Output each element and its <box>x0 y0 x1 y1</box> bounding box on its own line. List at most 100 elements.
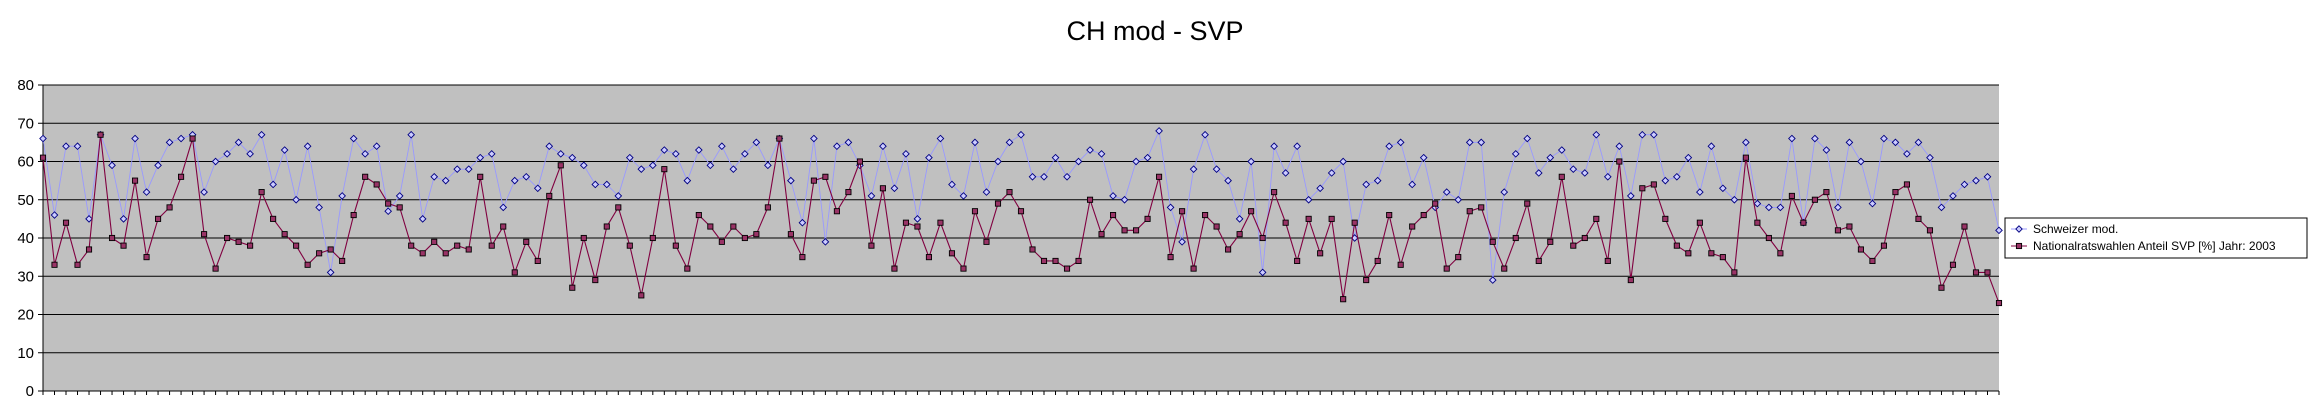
data-point-svp-2003 <box>1386 211 1393 219</box>
data-point-schweizer-mod <box>729 165 738 173</box>
data-point-schweizer-mod <box>326 268 335 277</box>
data-point-schweizer-mod <box>591 180 600 189</box>
data-point-schweizer-mod <box>533 184 542 193</box>
data-point-svp-2003 <box>1086 196 1094 203</box>
data-point-schweizer-mod <box>39 134 47 143</box>
data-point-svp-2003 <box>1282 219 1289 226</box>
data-point-svp-2003 <box>879 185 886 192</box>
data-point-schweizer-mod <box>1949 192 1957 200</box>
data-point-svp-2003 <box>224 234 231 242</box>
data-point-schweizer-mod <box>1684 153 1693 162</box>
data-point-schweizer-mod <box>1891 138 1900 147</box>
data-point-schweizer-mod <box>1937 203 1946 212</box>
data-point-svp-2003 <box>764 204 771 211</box>
data-point-schweizer-mod <box>1028 172 1037 181</box>
data-point-svp-2003 <box>1340 296 1347 303</box>
data-point-schweizer-mod <box>1960 180 1969 189</box>
data-point-schweizer-mod <box>1511 150 1520 158</box>
data-point-svp-2003 <box>281 231 288 238</box>
data-point-svp-2003 <box>1063 265 1071 272</box>
data-point-schweizer-mod <box>1488 276 1497 284</box>
y-tick-label: 0 <box>26 383 34 400</box>
data-point-svp-2003 <box>362 173 369 180</box>
data-point-schweizer-mod <box>879 142 887 151</box>
data-point-svp-2003 <box>1926 227 1934 234</box>
data-point-schweizer-mod <box>1419 153 1428 162</box>
data-point-svp-2003 <box>1409 223 1416 230</box>
data-point-svp-2003 <box>1961 223 1968 230</box>
data-point-svp-2003 <box>442 250 449 257</box>
data-point-schweizer-mod <box>1868 199 1877 208</box>
data-point-svp-2003 <box>1156 173 1163 180</box>
data-point-schweizer-mod <box>1235 215 1244 223</box>
data-point-schweizer-mod <box>683 176 692 185</box>
data-point-svp-2003 <box>787 231 794 238</box>
data-point-schweizer-mod <box>671 150 680 158</box>
data-point-svp-2003 <box>39 154 47 161</box>
data-point-schweizer-mod <box>1201 130 1209 139</box>
data-point-schweizer-mod <box>1442 188 1451 196</box>
data-point-schweizer-mod <box>177 134 185 143</box>
data-point-schweizer-mod <box>1339 157 1348 166</box>
data-point-schweizer-mod <box>292 195 300 204</box>
data-point-svp-2003 <box>741 234 748 242</box>
data-point-svp-2003 <box>1052 257 1059 265</box>
data-point-schweizer-mod <box>1638 130 1647 139</box>
data-point-schweizer-mod <box>1914 138 1923 147</box>
data-point-svp-2003 <box>1892 189 1899 196</box>
data-point-svp-2003 <box>534 257 541 265</box>
data-point-svp-2003 <box>1443 265 1450 272</box>
data-point-svp-2003 <box>810 177 817 184</box>
data-point-svp-2003 <box>1685 250 1692 257</box>
data-point-svp-2003 <box>419 250 426 257</box>
data-point-svp-2003 <box>1903 181 1911 188</box>
data-point-svp-2003 <box>649 234 656 242</box>
data-point-schweizer-mod <box>1212 165 1221 173</box>
data-point-svp-2003 <box>178 173 185 180</box>
data-point-svp-2003 <box>1604 257 1611 265</box>
data-point-svp-2003 <box>1420 211 1427 219</box>
data-point-svp-2003 <box>143 254 150 261</box>
data-point-svp-2003 <box>856 158 863 165</box>
data-point-schweizer-mod <box>602 180 611 189</box>
data-point-svp-2003 <box>1984 269 1991 276</box>
data-point-svp-2003 <box>833 208 840 215</box>
data-point-svp-2003 <box>718 238 725 245</box>
data-point-svp-2003 <box>557 162 564 169</box>
data-point-schweizer-mod <box>510 176 519 185</box>
data-point-svp-2003 <box>1788 192 1795 199</box>
data-point-svp-2003 <box>1455 254 1462 261</box>
data-point-schweizer-mod <box>579 161 588 170</box>
data-point-svp-2003 <box>1650 181 1657 188</box>
chart-title: CH mod - SVP <box>1066 16 1244 46</box>
data-point-svp-2003 <box>1040 257 1048 265</box>
data-point-svp-2003 <box>1639 185 1646 192</box>
y-tick-label: 40 <box>17 230 34 247</box>
data-point-schweizer-mod <box>1534 169 1543 177</box>
data-point-schweizer-mod <box>545 142 554 151</box>
data-point-svp-2003 <box>1294 257 1301 265</box>
data-point-svp-2003 <box>1363 277 1370 284</box>
data-point-schweizer-mod <box>50 211 59 219</box>
data-point-schweizer-mod <box>1178 237 1186 246</box>
data-point-schweizer-mod <box>1063 172 1071 181</box>
y-tick-label: 60 <box>17 154 34 171</box>
legend-label-1: Schweizer mod. <box>2033 222 2118 236</box>
data-point-schweizer-mod <box>1995 226 2003 235</box>
data-point-schweizer-mod <box>1603 172 1612 181</box>
data-point-svp-2003 <box>270 215 277 222</box>
data-point-schweizer-mod <box>833 142 841 151</box>
data-point-svp-2003 <box>1466 208 1473 215</box>
data-point-svp-2003 <box>1800 219 1807 226</box>
data-point-schweizer-mod <box>1051 153 1060 162</box>
data-point-svp-2003 <box>753 231 760 238</box>
data-point-schweizer-mod <box>1557 146 1566 154</box>
data-point-svp-2003 <box>1225 246 1232 253</box>
data-point-svp-2003 <box>994 200 1002 207</box>
data-point-schweizer-mod <box>1454 195 1463 204</box>
data-point-schweizer-mod <box>706 161 715 170</box>
data-point-svp-2003 <box>1765 234 1772 242</box>
data-point-svp-2003 <box>1719 254 1726 261</box>
data-point-schweizer-mod <box>1788 134 1796 143</box>
data-point-schweizer-mod <box>1753 199 1762 208</box>
